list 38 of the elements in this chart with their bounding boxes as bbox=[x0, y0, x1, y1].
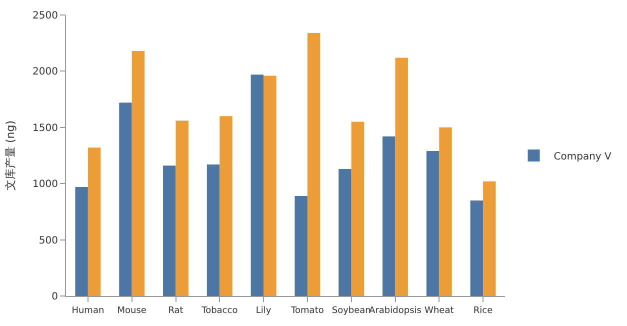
bar bbox=[75, 186, 88, 296]
bar bbox=[294, 196, 308, 296]
x-tick-label: Rice bbox=[473, 306, 494, 316]
y-tick-label: 2500 bbox=[32, 10, 58, 22]
bar bbox=[307, 32, 320, 296]
x-tick-label: Soybean bbox=[332, 306, 371, 316]
y-tick-label: 1500 bbox=[32, 122, 58, 134]
legend-label: Company V bbox=[554, 151, 612, 162]
bar bbox=[88, 148, 101, 296]
bar bbox=[470, 200, 484, 296]
bar bbox=[250, 74, 264, 296]
x-tick-label: Arabidopsis bbox=[369, 306, 422, 316]
bar bbox=[395, 58, 408, 296]
bar bbox=[132, 50, 145, 296]
y-axis-title: 文库产量 (ng) bbox=[4, 120, 18, 191]
bar bbox=[382, 136, 396, 296]
x-tick-label: Tobacco bbox=[200, 306, 238, 316]
x-tick-label: Lily bbox=[256, 306, 272, 316]
y-tick-label: 1000 bbox=[32, 179, 58, 190]
y-tick-label: 500 bbox=[38, 235, 58, 246]
x-tick-label: Rat bbox=[168, 306, 184, 316]
x-tick-label: Tomato bbox=[290, 306, 324, 316]
bar bbox=[206, 164, 220, 296]
bar bbox=[119, 102, 132, 296]
bar bbox=[176, 120, 188, 296]
x-tick-label: Human bbox=[72, 306, 104, 316]
bar bbox=[220, 116, 232, 296]
bar bbox=[483, 181, 496, 296]
y-tick-label: 2000 bbox=[32, 66, 58, 78]
bar bbox=[264, 76, 276, 296]
bar bbox=[338, 168, 352, 296]
bar bbox=[426, 151, 440, 296]
x-tick-label: Wheat bbox=[424, 306, 454, 316]
bar bbox=[439, 127, 452, 296]
y-tick-label: 0 bbox=[52, 292, 58, 302]
bar bbox=[351, 122, 364, 296]
x-tick-label: Mouse bbox=[117, 306, 147, 316]
bar bbox=[163, 166, 176, 296]
